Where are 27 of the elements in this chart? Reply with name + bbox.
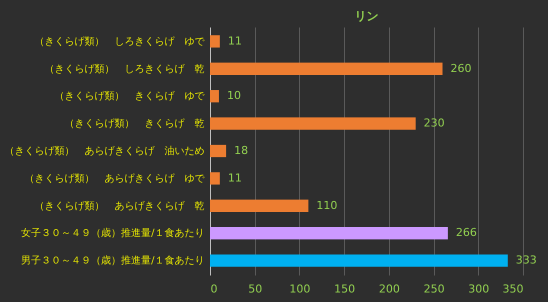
x-tick-label: 100 bbox=[289, 282, 310, 296]
y-tick-label: （きくらげ類） あらげきくらげ ゆで bbox=[24, 172, 206, 184]
y-tick-label: （きくらげ類） しろきくらげ 乾 bbox=[44, 62, 204, 75]
x-tick-label: 200 bbox=[378, 282, 400, 296]
x-tick-label: 0 bbox=[210, 282, 218, 296]
data-label: 333 bbox=[516, 254, 537, 267]
y-tick-label: （きくらげ類） きくらげ ゆで bbox=[54, 90, 206, 102]
data-label: 10 bbox=[226, 89, 241, 102]
x-tick-label: 150 bbox=[334, 282, 356, 296]
y-tick-label: （きくらげ類） あらげきくらげ 乾 bbox=[34, 200, 204, 212]
x-tick-label: 300 bbox=[468, 282, 490, 296]
data-label: 11 bbox=[228, 171, 242, 184]
y-tick-label: （きくらげ類） しろきくらげ ゆで bbox=[34, 35, 206, 48]
data-label: 18 bbox=[234, 144, 248, 157]
chart-title: リン bbox=[354, 9, 378, 23]
y-tick-label: （きくらげ類） あらげきくらげ 油いため bbox=[4, 145, 204, 157]
data-label: 11 bbox=[228, 34, 242, 48]
x-tick-label: 250 bbox=[424, 282, 445, 296]
data-label: 266 bbox=[456, 226, 477, 240]
data-label: 110 bbox=[316, 198, 338, 212]
y-tick-label: （きくらげ類） きくらげ 乾 bbox=[64, 118, 204, 130]
y-tick-label: 男子３０～４９（歳）推進量/１食あたり bbox=[21, 254, 204, 267]
x-tick-label: 350 bbox=[502, 282, 524, 296]
y-tick-label: 女子３０～４９（歳）推進量/１食あたり bbox=[21, 227, 204, 240]
data-label: 260 bbox=[450, 62, 472, 75]
data-label: 230 bbox=[424, 116, 445, 130]
x-tick-label: 50 bbox=[248, 282, 262, 296]
